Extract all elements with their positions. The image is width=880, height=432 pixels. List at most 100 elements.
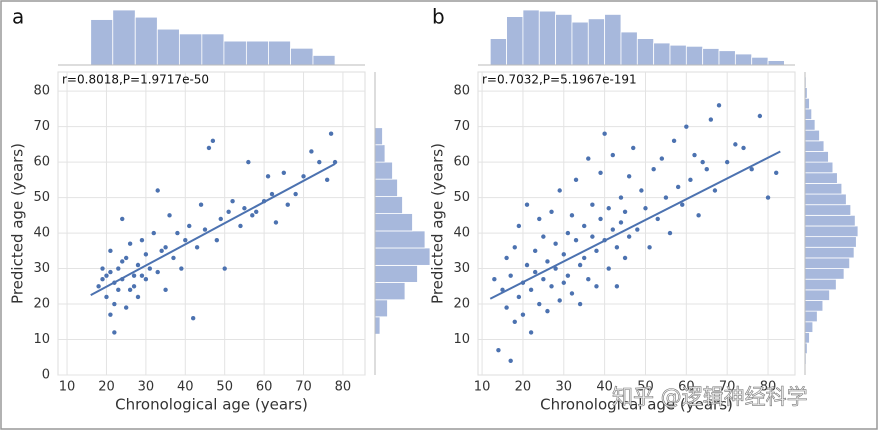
histogram-bar [522, 9, 540, 66]
point [171, 255, 176, 261]
point [541, 234, 546, 239]
point [610, 227, 616, 232]
point [151, 230, 156, 236]
histogram-bar [734, 53, 753, 66]
point [520, 312, 526, 317]
point [198, 202, 204, 207]
x-tick-label: 10 [59, 380, 76, 395]
point [218, 216, 223, 222]
point [516, 294, 522, 300]
point [774, 170, 779, 175]
point [131, 273, 137, 278]
histogram-bar [718, 50, 736, 66]
y-tick-label: 40 [33, 226, 50, 241]
point [301, 174, 306, 179]
point [565, 273, 571, 278]
histogram-bar [669, 44, 687, 66]
point [120, 259, 125, 264]
point [512, 319, 517, 324]
point [504, 255, 509, 261]
point [524, 262, 530, 268]
histogram-bar [804, 183, 843, 195]
histogram-bar [653, 42, 671, 66]
point [120, 216, 125, 222]
point [127, 241, 133, 246]
point [553, 266, 558, 271]
histogram-bar [555, 13, 573, 66]
point [155, 269, 160, 275]
point [131, 284, 137, 289]
point [577, 301, 583, 307]
point [667, 230, 673, 236]
point [565, 230, 571, 236]
histogram-bar [506, 16, 524, 66]
histogram-bar [804, 151, 829, 163]
point [655, 216, 660, 222]
point [606, 206, 611, 211]
point [190, 316, 196, 321]
point [155, 188, 160, 193]
point [549, 284, 554, 289]
point [504, 305, 509, 310]
histogram-bar [620, 31, 638, 66]
point [528, 287, 534, 293]
histogram-bar [374, 196, 403, 214]
histogram-bar [804, 268, 845, 280]
x-tick-label: 40 [596, 380, 613, 395]
point [210, 138, 216, 144]
point [675, 184, 681, 190]
histogram-bar [804, 246, 855, 259]
point [651, 167, 656, 172]
point [123, 255, 129, 261]
point [159, 248, 164, 254]
point [626, 174, 632, 179]
histogram-bar [374, 247, 431, 266]
point [598, 216, 603, 222]
histogram-bar [804, 236, 857, 248]
histogram-bar [804, 278, 837, 291]
point [328, 131, 334, 136]
point [541, 277, 546, 282]
point [112, 301, 117, 307]
histogram-bar [223, 40, 247, 66]
histogram-bar [587, 18, 606, 66]
point [202, 227, 208, 232]
point [663, 195, 669, 200]
histogram-bar [374, 264, 418, 283]
histogram-bar [804, 332, 810, 344]
point [100, 266, 105, 271]
x-tick-label: 60 [678, 380, 695, 395]
point [622, 255, 628, 261]
histogram-bar [804, 193, 847, 206]
point [127, 287, 133, 293]
point [545, 308, 550, 314]
x-tick-label: 30 [138, 380, 155, 395]
point [508, 273, 513, 278]
histogram-bar [804, 225, 859, 238]
y-tick-label: 50 [33, 190, 50, 205]
histogram-bar [604, 13, 622, 66]
point [602, 131, 607, 136]
histogram-bar [804, 300, 824, 312]
point [281, 170, 287, 175]
histogram-bar [804, 214, 856, 227]
point [700, 159, 705, 165]
histogram-bar [156, 28, 180, 66]
histogram-bar [374, 127, 383, 146]
point [724, 159, 730, 165]
histogram-bar [489, 38, 507, 66]
point [143, 277, 149, 282]
point [598, 170, 603, 175]
point [606, 266, 611, 271]
point [238, 223, 243, 229]
point [537, 216, 542, 222]
plot-area [57, 71, 366, 376]
point [167, 213, 172, 218]
point [214, 237, 220, 243]
point [671, 138, 677, 144]
y-tick-label: 80 [33, 84, 50, 99]
x-tick-label: 70 [719, 380, 736, 395]
point [139, 237, 145, 243]
point [194, 245, 200, 250]
